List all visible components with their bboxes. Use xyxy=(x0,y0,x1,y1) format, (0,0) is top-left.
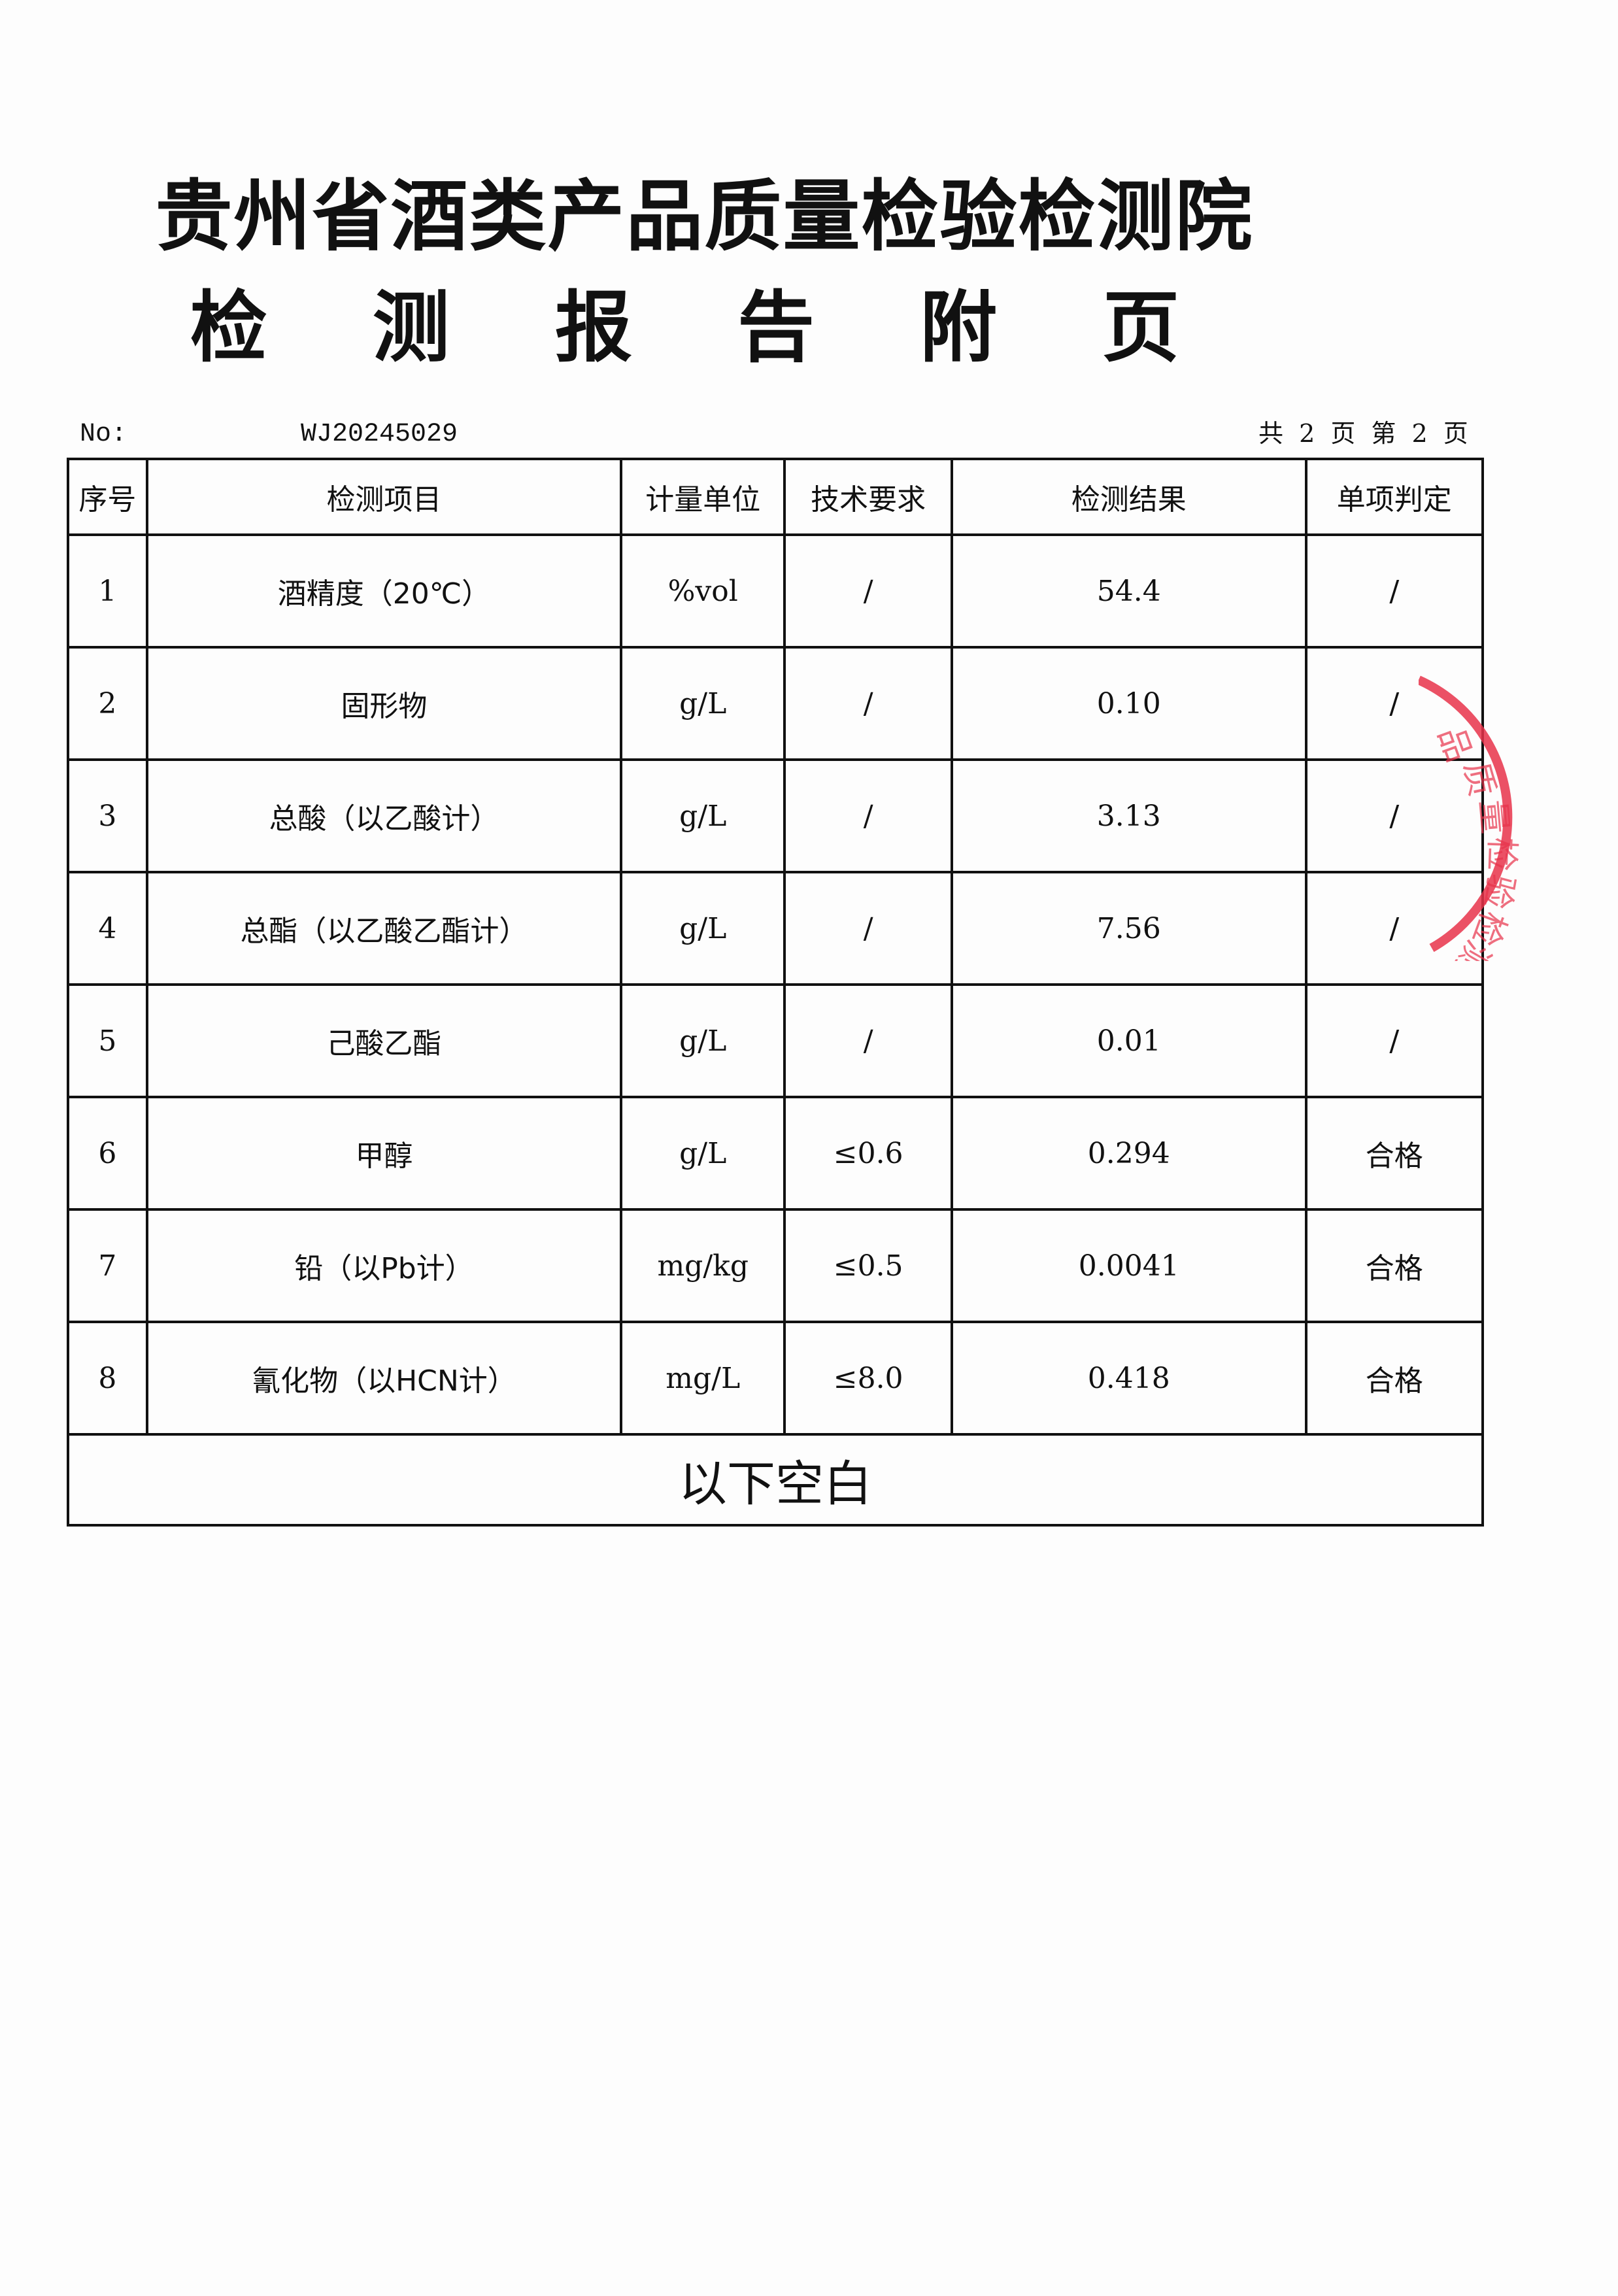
cell-judgement: / xyxy=(1304,533,1485,649)
cell-judgement: / xyxy=(1304,758,1485,873)
table-row: 1 酒精度（20℃） %vol/54.4/ xyxy=(67,533,1485,649)
official-seal-stamp: 品 质 量 检 验 检 测 xyxy=(1419,675,1521,961)
cell-unit: g/L xyxy=(620,758,786,873)
cell-unit: mg/kg xyxy=(620,1208,786,1323)
cell-index: 1 xyxy=(67,533,148,649)
cell-index: 6 xyxy=(67,1096,148,1211)
cell-item: 固形物 xyxy=(145,646,623,761)
cell-result: 0.01 xyxy=(950,983,1307,1098)
cell-requirement: ≤0.6 xyxy=(783,1096,953,1211)
cell-item: 甲醇 xyxy=(145,1096,623,1211)
col-header-unit: 计量单位 xyxy=(620,458,786,536)
table-row: 7 铅（以Pb计） mg/kg ≤0.5 0.0041 合格 xyxy=(67,1208,1485,1323)
cell-requirement: / xyxy=(783,533,953,649)
table-row: 3 总酸（以乙酸计） g/L/3.13/ xyxy=(67,758,1485,873)
table-header-row: 序号 检测项目 计量单位 技术要求 检测结果 单项判定 xyxy=(67,458,1485,536)
cell-result: 0.0041 xyxy=(950,1208,1307,1323)
svg-text:品: 品 xyxy=(1430,722,1479,767)
results-table: 序号 检测项目 计量单位 技术要求 检测结果 单项判定 1 酒精度（20℃） %vo… xyxy=(67,458,1485,1527)
table-row: 4 总酯（以乙酸乙酯计） g/L/7.56/ xyxy=(67,871,1485,986)
cell-index: 2 xyxy=(67,646,148,761)
cell-requirement: / xyxy=(783,983,953,1098)
cell-index: 3 xyxy=(67,758,148,873)
cell-result: 0.294 xyxy=(950,1096,1307,1211)
cell-judgement: / xyxy=(1304,983,1485,1098)
cell-index: 4 xyxy=(67,871,148,986)
table-row: 6 甲醇 g/L ≤0.6 0.294 合格 xyxy=(67,1096,1485,1211)
cell-unit: %vol xyxy=(620,533,786,649)
cell-result: 54.4 xyxy=(950,533,1307,649)
col-header-requirement: 技术要求 xyxy=(783,458,953,536)
col-header-index: 序号 xyxy=(67,458,148,536)
table-row: 2 固形物 g/L/0.10/ xyxy=(67,646,1485,761)
cell-result: 0.10 xyxy=(950,646,1307,761)
page-info: 共 2 页 第 2 页 xyxy=(1258,419,1472,448)
cell-unit: g/L xyxy=(620,983,786,1098)
report-no-label: No: xyxy=(80,420,127,449)
cell-item: 铅（以Pb计） xyxy=(145,1208,623,1323)
cell-result: 7.56 xyxy=(950,871,1307,986)
col-header-result: 检测结果 xyxy=(950,458,1307,536)
col-header-item: 检测项目 xyxy=(145,458,623,536)
cell-item: 总酯（以乙酸乙酯计） xyxy=(145,871,623,986)
cell-item: 己酸乙酯 xyxy=(145,983,623,1098)
cell-requirement: ≤0.5 xyxy=(783,1208,953,1323)
table-footer-row: 以下空白 xyxy=(67,1433,1484,1527)
cell-requirement: ≤8.0 xyxy=(783,1321,953,1436)
cell-unit: mg/L xyxy=(620,1321,786,1436)
cell-item: 总酸（以乙酸计） xyxy=(145,758,623,873)
svg-text:检: 检 xyxy=(1481,837,1521,872)
cell-unit: g/L xyxy=(620,646,786,761)
institution-title: 贵州省酒类产品质量检验检测院 xyxy=(155,171,1254,262)
cell-result: 0.418 xyxy=(950,1321,1307,1436)
cell-requirement: / xyxy=(783,871,953,986)
table-row: 5 己酸乙酯 g/L/0.01/ xyxy=(67,983,1485,1098)
cell-index: 8 xyxy=(67,1321,148,1436)
blank-below-note: 以下空白 xyxy=(67,1433,1484,1527)
svg-text:验: 验 xyxy=(1476,871,1521,912)
cell-requirement: / xyxy=(783,646,953,761)
report-subtitle: 检 测 报 告 附 页 xyxy=(190,282,1219,373)
svg-text:量: 量 xyxy=(1472,798,1514,836)
cell-judgement: 合格 xyxy=(1304,1208,1485,1323)
cell-judgement: 合格 xyxy=(1304,1096,1485,1211)
cell-index: 5 xyxy=(67,983,148,1098)
col-header-judgement: 单项判定 xyxy=(1304,458,1485,536)
cell-index: 7 xyxy=(67,1208,148,1323)
cell-requirement: / xyxy=(783,758,953,873)
cell-unit: g/L xyxy=(620,871,786,986)
cell-item: 氰化物（以HCN计） xyxy=(145,1321,623,1436)
cell-item: 酒精度（20℃） xyxy=(145,533,623,649)
svg-text:质: 质 xyxy=(1456,758,1502,800)
report-no-value: WJ20245029 xyxy=(301,420,458,449)
table-row: 8 氰化物（以HCN计） mg/L ≤8.0 0.418 合格 xyxy=(67,1321,1485,1436)
cell-unit: g/L xyxy=(620,1096,786,1211)
cell-judgement: 合格 xyxy=(1304,1321,1485,1436)
cell-result: 3.13 xyxy=(950,758,1307,873)
